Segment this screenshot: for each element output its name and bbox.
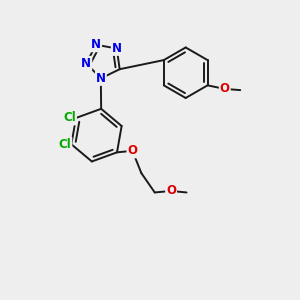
Text: O: O (128, 144, 137, 157)
Text: O: O (166, 184, 176, 197)
Text: Cl: Cl (58, 138, 71, 151)
Text: N: N (91, 38, 101, 51)
Text: N: N (112, 42, 122, 55)
Text: O: O (220, 82, 230, 95)
Text: Cl: Cl (63, 111, 76, 124)
Text: N: N (96, 72, 106, 85)
Text: N: N (81, 57, 91, 70)
